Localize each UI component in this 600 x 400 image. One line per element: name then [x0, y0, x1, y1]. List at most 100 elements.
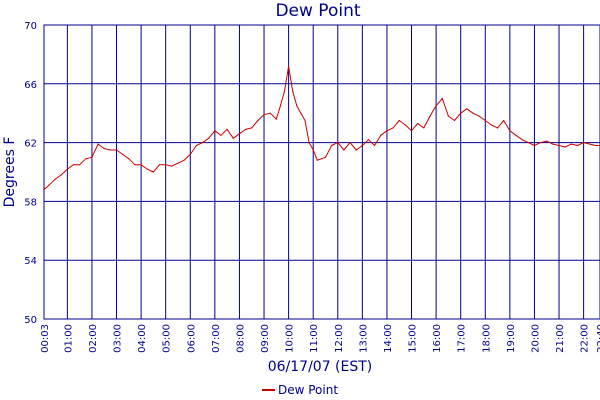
data-point — [533, 144, 536, 147]
data-point — [48, 184, 50, 186]
data-point — [72, 164, 75, 166]
data-point — [251, 127, 253, 129]
data-point — [232, 137, 234, 139]
data-point — [343, 149, 345, 151]
data-point — [165, 164, 167, 166]
data-point — [380, 134, 382, 136]
data-point — [66, 168, 68, 170]
data-point — [386, 130, 388, 132]
data-point — [331, 144, 333, 147]
x-tick-label: 02:00 — [88, 324, 99, 353]
series-layer — [43, 65, 600, 191]
data-point — [576, 144, 579, 147]
data-point — [367, 139, 370, 141]
y-axis-tick-labels: 50 54 58 62 66 70 — [24, 21, 37, 326]
data-point — [226, 128, 228, 130]
x-tick-label: 11:00 — [309, 324, 320, 353]
data-point — [97, 143, 99, 145]
x-tick-label: 09:00 — [260, 324, 271, 353]
data-point — [152, 171, 154, 173]
data-point — [296, 105, 298, 107]
x-tick-label: 04:00 — [137, 324, 148, 353]
x-tick-label: 20:00 — [530, 324, 541, 353]
x-tick-label: 10:00 — [285, 324, 296, 353]
data-point — [417, 122, 419, 125]
data-point — [292, 90, 294, 92]
grid-lines — [44, 25, 600, 319]
y-axis-label: Degrees F — [2, 137, 18, 208]
data-point — [564, 146, 566, 148]
data-point — [558, 144, 560, 147]
data-point — [279, 105, 281, 107]
x-tick-label: 00:03 — [40, 324, 51, 353]
data-point — [109, 149, 111, 151]
data-point — [361, 144, 363, 147]
data-point — [349, 142, 351, 144]
data-point — [320, 158, 322, 160]
data-point — [410, 130, 413, 132]
data-point — [484, 119, 486, 122]
data-point — [220, 134, 222, 136]
data-point — [521, 139, 523, 141]
x-tick-label: 16:00 — [432, 324, 443, 353]
x-tick-label: 01:00 — [63, 324, 74, 353]
data-point — [60, 174, 62, 176]
data-point — [423, 127, 425, 129]
data-point — [490, 124, 492, 126]
data-point — [195, 144, 197, 147]
data-point — [447, 115, 449, 117]
data-point — [570, 143, 572, 145]
chart-title: Dew Point — [275, 1, 360, 21]
x-tick-label: 05:00 — [162, 324, 173, 353]
data-point — [54, 178, 56, 180]
data-point — [146, 168, 148, 170]
data-point — [304, 119, 306, 122]
data-point — [324, 156, 327, 158]
x-tick-label: 14:00 — [383, 324, 394, 353]
x-tick-label: 15:00 — [408, 324, 419, 353]
x-tick-label: 21:00 — [555, 324, 566, 353]
legend-label-dew-point: Dew Point — [278, 383, 338, 397]
x-tick-label: 17:00 — [457, 324, 468, 353]
data-point — [392, 127, 394, 129]
x-tick-label: 22:40 — [596, 324, 600, 353]
data-point — [257, 119, 259, 122]
data-point — [497, 127, 499, 129]
data-point — [374, 144, 376, 147]
data-point — [503, 119, 505, 122]
data-point — [275, 118, 277, 120]
data-point — [540, 142, 542, 144]
y-tick-label: 70 — [24, 21, 37, 32]
data-point — [263, 114, 265, 116]
data-point — [177, 162, 179, 164]
data-point — [546, 140, 548, 142]
data-point — [300, 112, 302, 114]
x-tick-label: 07:00 — [211, 324, 222, 353]
x-tick-label: 19:00 — [506, 324, 517, 353]
data-point — [355, 149, 357, 151]
y-tick-label: 58 — [24, 197, 37, 208]
data-point — [214, 130, 216, 132]
data-point — [189, 153, 191, 155]
data-point — [158, 164, 161, 166]
data-point — [472, 112, 474, 114]
data-point — [238, 133, 240, 135]
x-axis-tick-labels: 00:03 01:00 02:00 03:00 04:00 05:00 06:00 07:00… — [40, 324, 600, 353]
data-point — [552, 143, 554, 145]
data-point — [171, 165, 173, 167]
data-point — [478, 115, 480, 117]
data-point — [453, 119, 456, 122]
data-point — [312, 149, 314, 151]
data-point — [404, 124, 406, 126]
data-point — [595, 144, 597, 147]
y-tick-label: 50 — [24, 315, 37, 326]
data-point — [509, 130, 511, 132]
y-tick-label: 62 — [24, 139, 37, 150]
legend: Dew Point — [262, 383, 338, 397]
data-point — [583, 142, 585, 144]
data-point — [103, 147, 105, 150]
y-tick-label: 66 — [24, 80, 37, 91]
data-point — [589, 143, 591, 145]
data-point — [85, 158, 87, 160]
data-point — [337, 142, 339, 144]
